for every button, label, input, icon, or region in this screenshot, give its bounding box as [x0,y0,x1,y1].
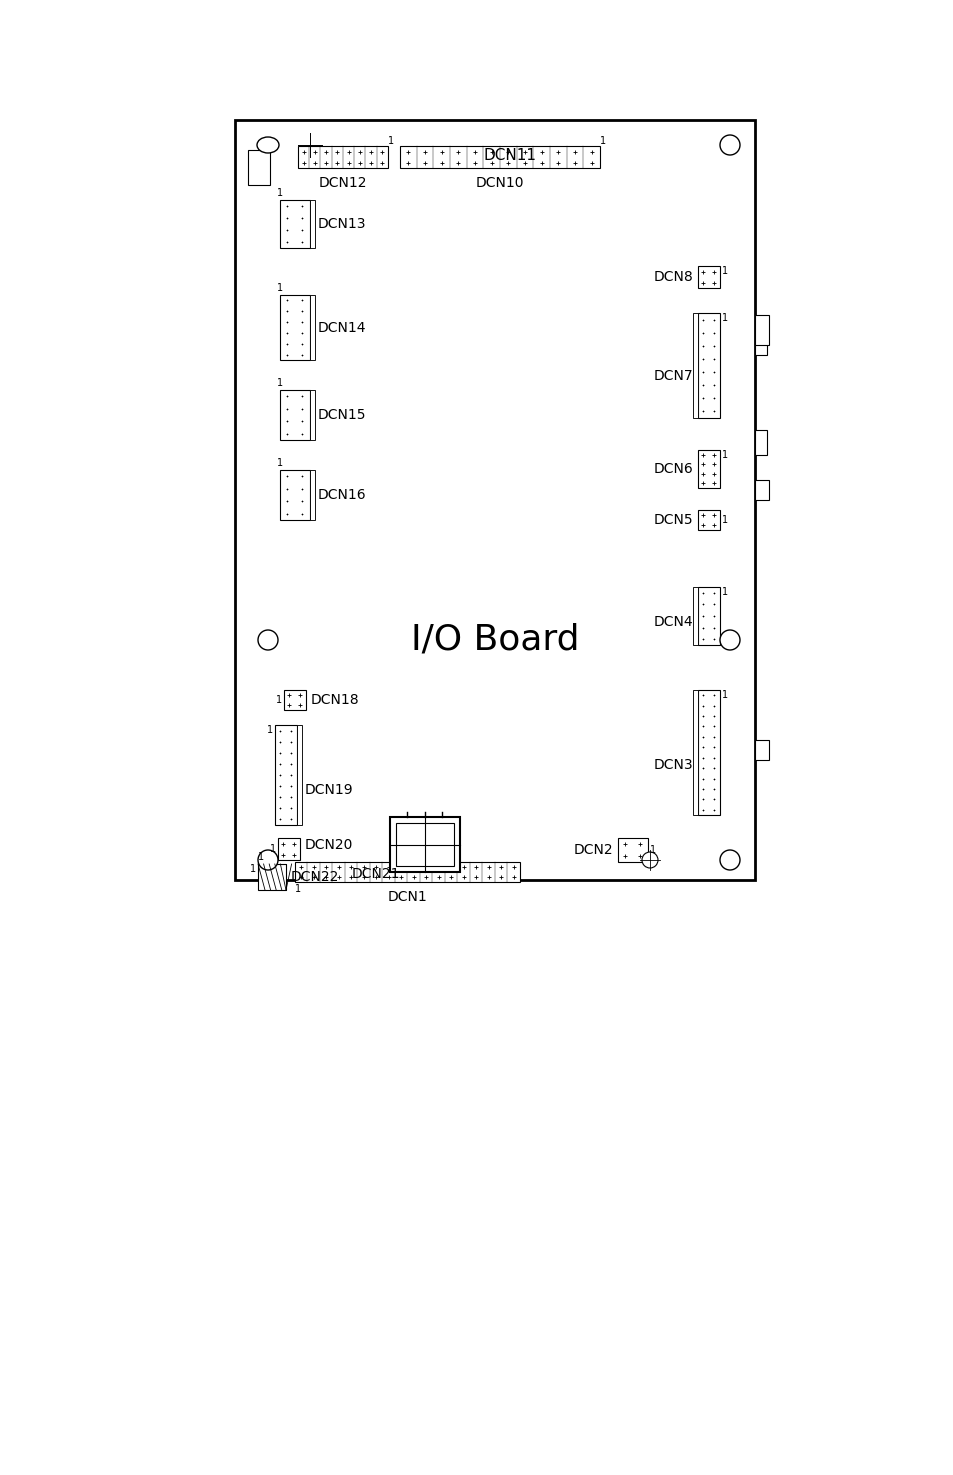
Bar [692,313,698,417]
Text: 1: 1 [721,690,727,701]
Text: 1: 1 [250,864,255,875]
Bar [280,471,310,521]
Bar [698,266,720,288]
Text: DCN7: DCN7 [653,369,692,384]
Text: I/O Board: I/O Board [411,622,578,656]
Bar [698,587,720,645]
Circle shape [720,136,740,155]
Text: 1: 1 [721,266,727,276]
Text: DCN21: DCN21 [352,867,400,881]
Bar [618,838,647,861]
Bar [698,690,720,816]
Text: 1: 1 [721,313,727,323]
Ellipse shape [256,137,278,153]
Text: DCN2: DCN2 [573,844,613,857]
Text: DCN14: DCN14 [317,320,366,335]
Bar [257,864,286,889]
Text: 1: 1 [275,695,282,705]
Text: DCN3: DCN3 [653,758,692,771]
Bar [399,146,599,168]
Bar [280,201,310,248]
Bar [692,587,698,645]
Text: DCN5: DCN5 [653,513,692,527]
Text: 1: 1 [649,845,656,856]
Bar [284,690,306,709]
Text: 1: 1 [721,515,727,525]
Bar [296,726,302,825]
Text: DCN22: DCN22 [291,870,339,884]
Bar [698,510,720,530]
Circle shape [641,853,658,867]
Bar [277,838,299,860]
Text: 1: 1 [721,450,727,460]
Bar [280,295,310,360]
Bar [698,313,720,417]
Text: DCN11: DCN11 [483,148,536,162]
Bar [390,817,459,872]
Text: 1: 1 [388,136,394,146]
Text: DCN19: DCN19 [305,783,354,796]
Text: DCN1: DCN1 [387,889,427,904]
Bar [297,146,388,168]
Circle shape [720,630,740,650]
Text: DCN6: DCN6 [653,462,692,476]
Text: DCN16: DCN16 [317,488,366,502]
Bar [395,823,454,866]
Bar [754,479,768,500]
Bar [754,740,768,760]
Text: DCN13: DCN13 [317,217,366,232]
Text: DCN8: DCN8 [653,270,692,285]
Bar [280,389,310,440]
Text: 1: 1 [270,844,275,854]
Text: 1: 1 [276,378,283,388]
Circle shape [257,850,277,870]
Bar [754,320,766,355]
Text: 1: 1 [257,853,264,861]
Text: DCN12: DCN12 [318,176,367,190]
Bar [294,861,519,882]
Bar [310,295,314,360]
Text: 1: 1 [276,187,283,198]
Text: 1: 1 [599,136,605,146]
Text: DCN4: DCN4 [653,615,692,628]
Bar [754,431,766,454]
Bar [248,150,270,184]
Text: 1: 1 [294,884,301,894]
Bar [754,316,768,345]
Text: 1: 1 [276,283,283,294]
Text: 1: 1 [721,587,727,597]
Bar [274,726,296,825]
Bar [692,690,698,816]
Bar [698,450,720,488]
Bar [310,389,314,440]
Bar [310,201,314,248]
Bar [234,119,754,881]
Bar [310,471,314,521]
Text: DCN18: DCN18 [311,693,359,707]
Text: DCN15: DCN15 [317,409,366,422]
Text: 1: 1 [276,459,283,468]
Text: 1: 1 [267,726,273,735]
Circle shape [257,630,277,650]
Circle shape [720,850,740,870]
Text: DCN10: DCN10 [476,176,524,190]
Text: DCN20: DCN20 [305,838,353,853]
